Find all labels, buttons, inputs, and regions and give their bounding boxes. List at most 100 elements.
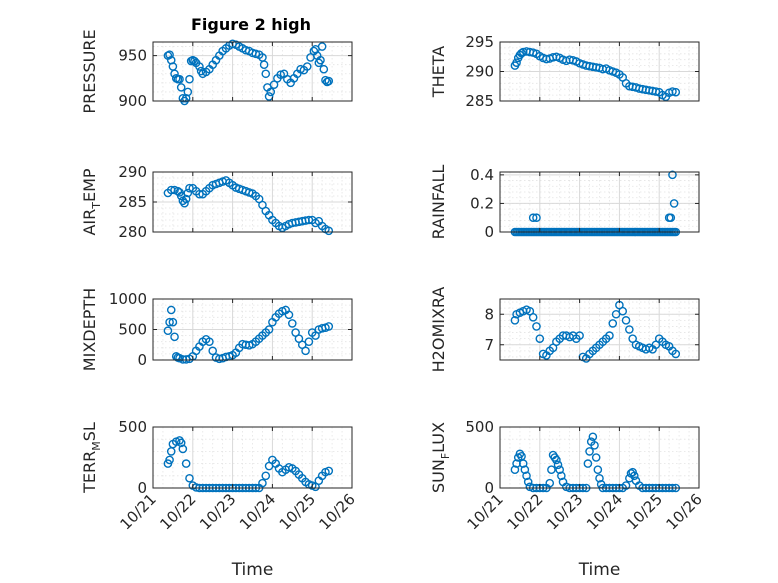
y-axis-label: TERRMSL	[80, 422, 103, 494]
y-tick-label: 950	[118, 47, 147, 65]
data-point	[259, 60, 269, 69]
data-point	[510, 465, 520, 475]
data-point	[178, 444, 188, 454]
data-point	[258, 478, 267, 488]
y-tick-label: 7	[484, 336, 494, 354]
y-tick-label: 0	[137, 351, 147, 369]
data-point	[319, 64, 329, 74]
data-point	[523, 477, 533, 487]
x-tick-label: 10/22	[503, 490, 546, 533]
data-point	[583, 459, 593, 468]
data-point	[545, 478, 555, 488]
y-axis-label: MIXDEPTH	[80, 288, 99, 371]
data-point	[618, 306, 628, 316]
x-tick-label: 10/25	[623, 490, 666, 533]
data-point	[304, 337, 314, 347]
data-point	[183, 188, 193, 198]
subplot-5: 0 500 1000 MIXDEPTH	[80, 288, 353, 371]
y-tick-label: 500	[118, 321, 147, 339]
data-point	[205, 337, 214, 347]
data-point	[512, 58, 521, 67]
data-point	[595, 473, 604, 483]
data-point	[517, 48, 526, 58]
x-axis-label: Time	[578, 560, 621, 580]
subplot-2: 285 290 295 THETA	[429, 33, 700, 110]
data-point	[651, 87, 661, 96]
data-point	[316, 55, 325, 65]
data-point	[302, 62, 312, 71]
data-point	[261, 471, 271, 481]
data-point	[301, 346, 310, 356]
data-point	[520, 465, 530, 475]
y-axis-label: AIRTEMP	[80, 168, 103, 235]
data-point	[671, 87, 681, 97]
data-point	[605, 331, 614, 340]
data-point	[510, 316, 520, 325]
x-tick-label: 10/24	[236, 490, 279, 533]
y-tick-label: 295	[465, 33, 494, 51]
data-point	[181, 459, 191, 468]
subplot-6: 7 8 H2OMIXRA	[429, 287, 700, 373]
data-point	[190, 56, 199, 66]
y-axis-label: THETA	[429, 46, 448, 98]
subplot-1: 900 950 PRESSURE	[80, 29, 353, 114]
y-tick-label: 290	[118, 163, 147, 181]
data-point	[183, 87, 193, 97]
data-point	[666, 213, 676, 223]
y-tick-label: 0.2	[470, 194, 494, 212]
y-tick-label: 0	[484, 223, 494, 241]
data-point	[611, 309, 621, 319]
data-point	[175, 74, 184, 84]
subplot-7: 050010/2110/2210/2310/2410/2510/26TimeTE…	[80, 418, 359, 580]
data-point	[593, 465, 603, 475]
data-point	[668, 87, 677, 96]
data-point	[590, 440, 599, 450]
y-tick-label: 290	[465, 63, 494, 81]
subplot-8: 050010/2110/2210/2310/2410/2510/26TimeSU…	[429, 418, 706, 580]
subplot-4: 0 0.2 0.4 RAINFALL	[429, 165, 700, 241]
y-tick-label: 1000	[109, 290, 147, 308]
data-point	[552, 455, 561, 465]
y-axis-label: H2OMIXRA	[429, 287, 448, 373]
data-point	[671, 349, 681, 359]
axis-frame	[499, 426, 700, 489]
y-axis-label: SUNFLUX	[429, 422, 452, 493]
x-tick-label: 10/23	[543, 490, 586, 533]
axis-frame	[499, 298, 700, 361]
data-point	[532, 322, 541, 331]
subplot-3: 280 285 290 AIRTEMP	[80, 163, 353, 241]
data-point	[588, 432, 598, 442]
data-point	[185, 74, 194, 84]
y-tick-label: 280	[118, 223, 147, 241]
data-point	[591, 453, 601, 462]
x-tick-label: 10/26	[316, 490, 359, 533]
data-point	[180, 198, 189, 208]
data-point	[528, 213, 538, 223]
y-tick-label: 900	[118, 92, 147, 110]
data-point	[518, 459, 528, 468]
data-point	[165, 455, 174, 465]
data-point	[261, 69, 271, 79]
data-point	[557, 471, 566, 481]
data-point	[532, 213, 541, 223]
data-point	[553, 460, 563, 470]
data-point	[625, 325, 634, 334]
data-point	[176, 438, 186, 448]
data-point	[585, 447, 594, 456]
data-point	[535, 334, 545, 343]
y-tick-label: 500	[118, 418, 147, 436]
data-point	[269, 80, 279, 89]
data-point	[528, 312, 538, 322]
data-point	[176, 83, 186, 92]
data-point	[195, 62, 204, 71]
y-tick-label: 500	[465, 418, 494, 436]
y-tick-label: 0.4	[470, 166, 494, 184]
subplot-grid: 900 950 PRESSURE 285 290 295 THETA 280 285 290 AIR…	[80, 29, 706, 580]
axis-frame	[152, 426, 353, 489]
x-axis-label: Time	[231, 560, 274, 580]
data-point	[630, 471, 639, 481]
data-point	[266, 87, 276, 97]
data-point	[668, 170, 677, 180]
x-tick-label: 10/24	[583, 490, 626, 533]
data-point	[621, 316, 631, 325]
